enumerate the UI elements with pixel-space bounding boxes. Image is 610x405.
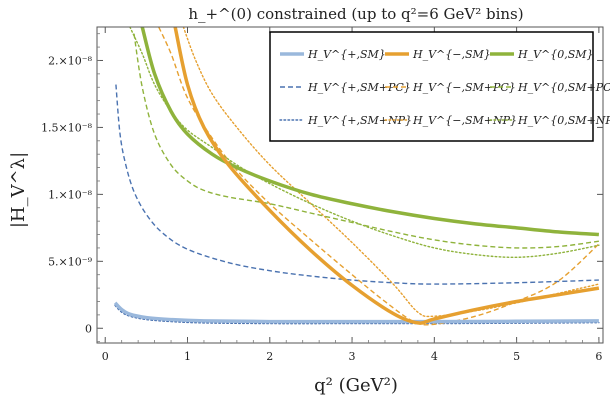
legend-entry: H_V^{+,SM+PC} [280, 81, 411, 94]
y-axis-title: |H_V^λ| [8, 152, 29, 228]
x-tick-label: 4 [431, 350, 438, 363]
series-line-6 [140, 27, 600, 237]
legend-label: H_V^{0,SM} [517, 48, 594, 61]
series-line-4 [158, 27, 600, 326]
legend-entry: H_V^{−,SM} [385, 48, 491, 61]
legend-entry: H_V^{−,SM+PC} [385, 81, 516, 94]
x-axis-title: q² (GeV²) [314, 375, 398, 396]
legend-entry: H_V^{−,SM+NP} [384, 114, 517, 127]
chart-title: h_+^(0) constrained (up to q²=6 GeV² bin… [188, 5, 523, 23]
x-tick-label: 6 [595, 350, 602, 363]
legend-entry: H_V^{0,SM+PC} [490, 81, 610, 94]
legend-label: H_V^{0,SM+NP} [517, 114, 610, 127]
series-line-5 [182, 27, 600, 318]
series-line-7 [133, 33, 599, 249]
legend-entry: H_V^{0,SM} [490, 48, 594, 61]
legend-label: H_V^{0,SM+PC} [517, 81, 610, 94]
x-tick-label: 5 [513, 350, 520, 363]
legend-label: H_V^{−,SM} [412, 48, 491, 61]
x-tick-label: 2 [266, 350, 273, 363]
legend-box [269, 31, 594, 142]
y-tick-label: 0 [85, 322, 92, 335]
y-tick-label: 1.5×10⁻⁸ [41, 121, 93, 134]
legend-label: H_V^{−,SM+NP} [412, 114, 517, 127]
y-tick-label: 2.×10⁻⁸ [48, 54, 93, 67]
y-tick-label: 5.×10⁻⁹ [48, 255, 93, 268]
legend-label: H_V^{+,SM+PC} [307, 81, 411, 94]
series-line-1 [115, 84, 599, 285]
series-line-8 [129, 27, 600, 259]
plot-frame [96, 26, 604, 344]
series-line-3 [173, 27, 600, 325]
legend-entry: H_V^{+,SM} [280, 48, 386, 61]
legend-entry: H_V^{+,SM+NP} [279, 114, 412, 127]
x-tick-label: 0 [102, 350, 109, 363]
series-line-0 [113, 301, 599, 324]
tick-labels: 0 1 2 3 4 5 6 0 5.×10⁻⁹ 1.×10⁻⁸ 1.5×10⁻⁸ 2.×10⁻⁸ [41, 54, 602, 363]
y-tick-label: 1.×10⁻⁸ [48, 188, 93, 201]
legend-label: H_V^{+,SM+NP} [307, 114, 412, 127]
legend-entry: H_V^{0,SM+NP} [489, 114, 610, 127]
legend: H_V^{+,SM} H_V^{−,SM} H_V^{0,SM} H_V^{+,SM+… [269, 31, 610, 142]
series-line-2 [114, 304, 600, 325]
x-tick-label: 1 [184, 350, 191, 363]
x-tick-label: 3 [349, 350, 356, 363]
series-layer [113, 27, 600, 326]
legend-label: H_V^{−,SM+PC} [412, 81, 516, 94]
legend-label: H_V^{+,SM} [307, 48, 386, 61]
frame-layer [96, 26, 604, 344]
